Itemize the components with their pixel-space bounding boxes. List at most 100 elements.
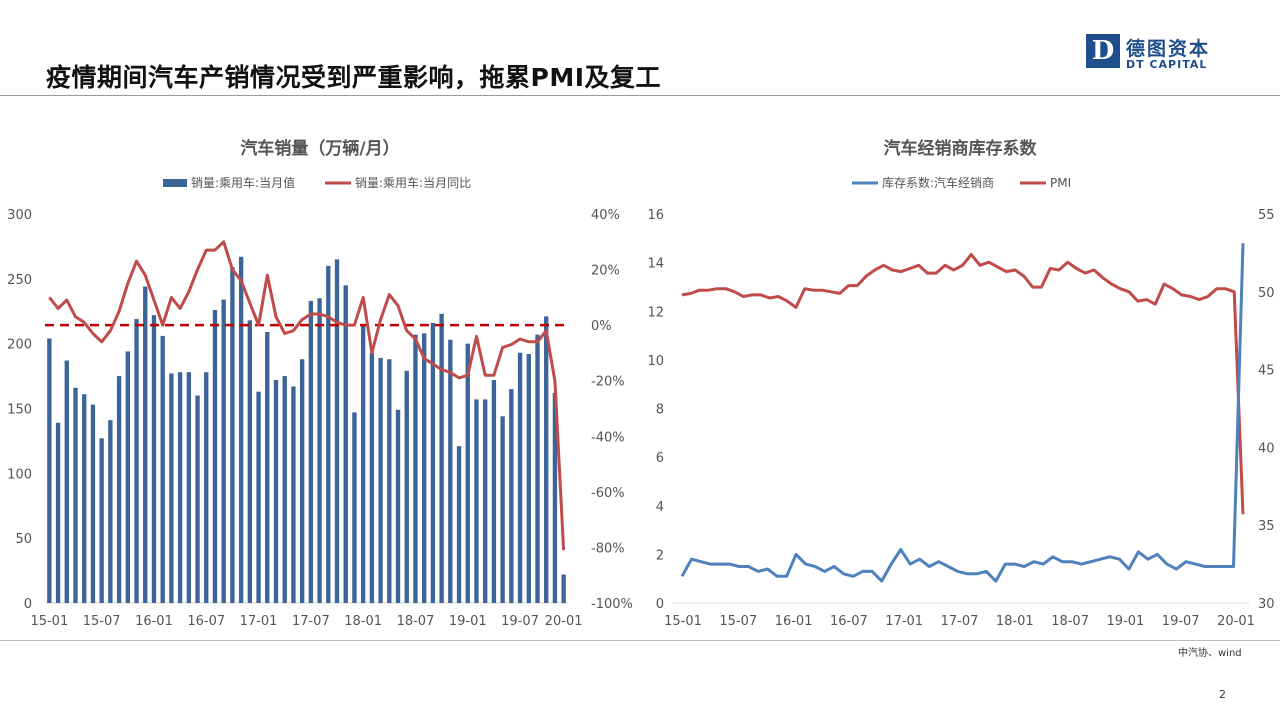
y-tick-label: 150 [7, 403, 32, 418]
bar-sales [256, 391, 261, 603]
bar-sales [177, 372, 183, 603]
x-tick-label: 20-01 [545, 614, 583, 629]
bar-sales [544, 316, 549, 603]
legend-label: 库存系数:汽车经销商 [882, 175, 994, 190]
y2-tick-label: 40 [1258, 441, 1275, 456]
bar-sales [55, 422, 61, 603]
bar-sales [134, 319, 139, 603]
bar-sales [500, 416, 505, 603]
y2-tick-label: 35 [1258, 519, 1275, 534]
bar-sales [326, 265, 331, 603]
bar-sales [291, 386, 296, 603]
chart-title: 汽车经销商库存系数 [884, 138, 1038, 159]
x-tick-label: 17-07 [941, 614, 979, 629]
y-tick-label: 0 [656, 597, 664, 612]
bar-sales [413, 334, 418, 603]
bar-sales [47, 338, 52, 603]
bar-sales [439, 313, 444, 603]
x-tick-label: 16-01 [135, 614, 173, 629]
bar-sales [238, 256, 244, 603]
bar-sales [552, 392, 558, 603]
bar-sales [448, 339, 453, 603]
bar-sales [230, 267, 235, 603]
y-tick-label: 0 [24, 597, 32, 612]
y2-tick-label: 55 [1258, 208, 1275, 223]
bar-sales [421, 333, 427, 603]
bar-sales [334, 259, 340, 603]
x-tick-label: 15-07 [719, 614, 757, 629]
logo-name-cn: 德图资本 [1126, 38, 1211, 60]
y2-tick-label: -60% [591, 486, 625, 501]
x-tick-label: 18-01 [344, 614, 382, 629]
bar-sales [378, 357, 383, 603]
y2-tick-label: 45 [1258, 364, 1275, 379]
bar-sales [125, 351, 130, 603]
bar-sales [204, 372, 209, 603]
y2-tick-label: 30 [1258, 597, 1275, 612]
y2-tick-label: -20% [591, 375, 625, 390]
bar-sales [430, 322, 436, 603]
x-tick-label: 17-01 [885, 614, 923, 629]
source-note: 中汽协、wind [1178, 648, 1242, 659]
bar-sales [483, 399, 488, 603]
bar-sales [82, 394, 87, 603]
x-tick-label: 19-01 [1107, 614, 1145, 629]
x-tick-label: 18-01 [996, 614, 1034, 629]
y-tick-label: 16 [647, 208, 664, 223]
bar-sales [273, 379, 279, 603]
x-tick-label: 15-07 [83, 614, 121, 629]
bar-sales [526, 354, 531, 603]
car-sales-chart: 汽车销量（万辆/月） 销量:乘用车:当月值 销量:乘用车:当月同比 0 50 100 150… [7, 138, 633, 629]
bar-sales [169, 373, 174, 603]
dt-capital-logo: D 德图资本 DT CAPITAL [1086, 34, 1246, 74]
bar-sales [491, 379, 497, 603]
chart-title: 汽车销量（万辆/月） [240, 138, 399, 159]
bar-sales [73, 387, 78, 603]
y2-tick-label: 50 [1258, 286, 1275, 301]
y2-tick-label: 20% [591, 264, 620, 279]
y-tick-label: 14 [647, 257, 664, 272]
footer-divider [0, 640, 1280, 641]
y-tick-label: 8 [656, 403, 664, 418]
y2-tick-label: 40% [591, 208, 620, 223]
y-tick-label: 4 [656, 500, 664, 515]
legend-label: PMI [1050, 176, 1071, 190]
x-tick-label: 16-07 [830, 614, 868, 629]
bar-sales [299, 359, 305, 603]
y-tick-label: 2 [656, 548, 664, 563]
x-tick-label: 20-01 [1217, 614, 1255, 629]
y-tick-label: 12 [647, 305, 664, 320]
logo-name-en: DT CAPITAL [1126, 58, 1208, 71]
x-tick-label: 17-07 [292, 614, 330, 629]
bar-sales [265, 331, 270, 603]
y-tick-label: 200 [7, 338, 32, 353]
bar-sales [360, 325, 366, 603]
header-divider [0, 95, 1280, 96]
y2-tick-label: -40% [591, 430, 625, 445]
bar-sales [160, 335, 165, 603]
x-tick-label: 17-01 [240, 614, 278, 629]
bar-sales [317, 298, 322, 603]
legend-label: 销量:乘用车:当月同比 [355, 175, 471, 190]
x-tick-label: 18-07 [1051, 614, 1089, 629]
bar-sales [308, 300, 314, 603]
logo-mark-icon: D [1086, 34, 1120, 68]
series-line-inventory [680, 243, 1245, 583]
x-tick-label: 19-07 [1162, 614, 1200, 629]
bar-sales [561, 574, 566, 603]
page-number: 2 [1219, 688, 1226, 701]
bar-sales [108, 420, 113, 603]
bar-sales [143, 286, 148, 603]
series-line-yoy [48, 240, 566, 551]
x-tick-label: 19-01 [449, 614, 487, 629]
bar-sales [509, 389, 514, 603]
x-tick-label: 16-01 [775, 614, 813, 629]
bar-sales [90, 404, 96, 603]
y-tick-label: 50 [15, 532, 32, 547]
bar-sales [247, 320, 253, 603]
series-line-pmi [681, 253, 1245, 515]
y-tick-label: 300 [7, 208, 32, 223]
bar-sales [195, 395, 200, 603]
bar-sales [535, 334, 540, 603]
